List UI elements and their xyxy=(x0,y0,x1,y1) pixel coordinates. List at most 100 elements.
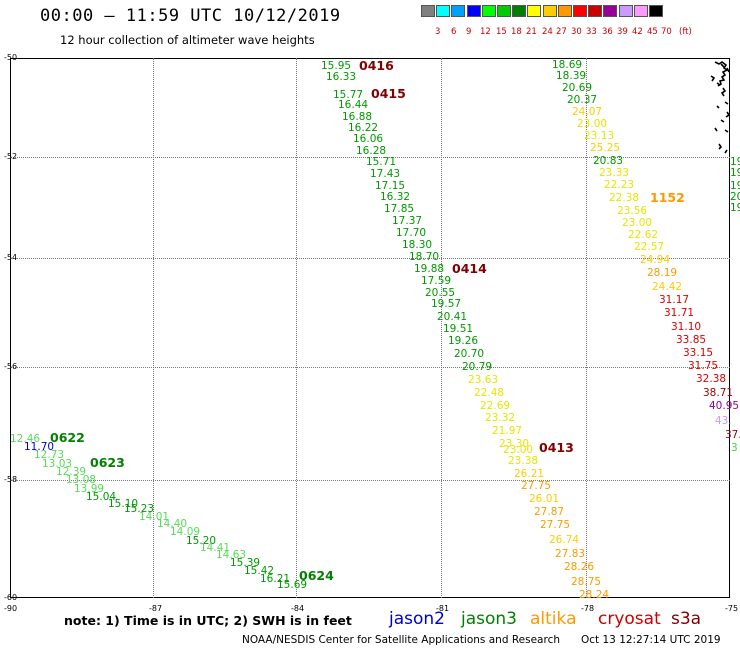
latitude-label: -58 xyxy=(4,475,18,484)
legend-swatch xyxy=(588,5,603,17)
swh-value: 26.74 xyxy=(549,534,580,546)
credit-timestamp: Oct 13 12:27:14 UTC 2019 xyxy=(581,634,721,646)
longitude-label: -87 xyxy=(149,604,163,613)
grid-line-vertical xyxy=(586,58,587,598)
swh-value: 17.15 xyxy=(375,180,406,192)
swh-value: 16.44 xyxy=(338,99,369,111)
swh-value: 16.33 xyxy=(326,71,357,83)
latitude-label: -60 xyxy=(4,593,18,602)
legend-tick: 42 xyxy=(632,27,643,37)
time-label: 1152 xyxy=(650,190,685,205)
legend-tick: 21 xyxy=(526,27,537,37)
swh-value: 23.00 xyxy=(577,118,608,130)
time-label: 0413 xyxy=(539,440,574,455)
swh-value: 31.71 xyxy=(664,307,695,319)
swh-value: 20.69 xyxy=(562,82,593,94)
grid-line-vertical xyxy=(441,58,442,598)
swh-value: 23.00 xyxy=(622,217,653,229)
swh-value: 11.70 xyxy=(24,441,55,453)
swh-value: 38.71 xyxy=(703,387,734,399)
swh-value: 19.51 xyxy=(443,323,474,335)
legend-tick: 30 xyxy=(571,27,582,37)
swh-value: 14.40 xyxy=(157,518,188,530)
swh-value: 12.46 xyxy=(10,433,41,445)
latitude-label: -50 xyxy=(4,53,18,62)
legend-swatch xyxy=(618,5,633,17)
swh-value: 17.85 xyxy=(384,203,415,215)
swh-value: 26.21 xyxy=(514,468,545,480)
swh-value: 17.37 xyxy=(392,215,423,227)
legend-swatch xyxy=(451,5,466,17)
swh-value: 40.95 xyxy=(709,400,740,412)
swh-value: 23.63 xyxy=(468,374,499,386)
grid-line-horizontal xyxy=(10,367,730,368)
swh-value: 14.09 xyxy=(170,526,201,538)
swh-value: 22.69 xyxy=(480,400,511,412)
swh-value: 28.19 xyxy=(647,267,678,279)
swh-value: 14.01 xyxy=(139,511,170,523)
swh-value: 3 xyxy=(731,442,738,454)
swh-value: 22.23 xyxy=(604,179,635,191)
swh-value: 13.03 xyxy=(42,458,73,470)
swh-value: 24.94 xyxy=(640,254,671,266)
swh-value: 16.28 xyxy=(356,145,387,157)
swh-value: 20.37 xyxy=(567,94,598,106)
legend-swatch xyxy=(573,5,587,17)
satellite-legend-item: altika xyxy=(530,609,577,629)
legend-tick: 12 xyxy=(480,27,491,37)
swh-value: 20.79 xyxy=(462,361,493,373)
swh-value: 27.75 xyxy=(540,519,571,531)
credit-line: NOAA/NESDIS Center for Satellite Applica… xyxy=(242,634,560,646)
swh-value: 17.70 xyxy=(396,227,427,239)
legend-swatch xyxy=(557,5,572,17)
swh-value: 15.23 xyxy=(124,503,155,515)
swh-value: 15.71 xyxy=(366,156,397,168)
latitude-label: -52 xyxy=(4,152,18,161)
swh-value: 33.15 xyxy=(683,347,714,359)
swh-value: 15.77 xyxy=(333,89,364,101)
swh-value: 16.21 xyxy=(260,573,291,585)
longitude-label: -90 xyxy=(4,604,18,613)
swh-value: 27.87 xyxy=(534,506,565,518)
longitude-label: -81 xyxy=(436,604,450,613)
legend-swatch xyxy=(481,5,496,17)
swh-value: 19 xyxy=(730,202,740,214)
time-label: 0416 xyxy=(359,58,394,73)
legend-tick: 6 xyxy=(451,27,457,37)
swh-value: 23.13 xyxy=(584,130,615,142)
swh-value: 23.32 xyxy=(485,412,516,424)
swh-value: 28.75 xyxy=(571,576,602,588)
swh-value: 16.32 xyxy=(380,191,411,203)
legend-swatch xyxy=(466,5,481,17)
longitude-label: -75 xyxy=(725,604,739,613)
time-label: 0623 xyxy=(90,455,125,470)
swh-value: 23.30 xyxy=(499,438,530,450)
swh-value: 22.48 xyxy=(474,387,505,399)
legend-swatch xyxy=(633,5,648,17)
legend-swatch xyxy=(421,5,435,17)
swh-value: 19 xyxy=(730,156,740,168)
swh-value: 16.22 xyxy=(348,122,379,134)
map-frame xyxy=(10,58,730,598)
swh-value: 24.07 xyxy=(572,106,603,118)
legend-tick: 18 xyxy=(511,27,522,37)
swh-value: 14.41 xyxy=(200,542,231,554)
time-label: 0414 xyxy=(452,261,487,276)
swh-value: 18.30 xyxy=(402,239,433,251)
swh-value: 23.38 xyxy=(508,455,539,467)
legend-tick: 24 xyxy=(542,27,553,37)
legend-swatch xyxy=(649,5,663,17)
swh-value: 43. xyxy=(715,415,732,427)
grid-line-vertical xyxy=(153,58,154,598)
swh-value: 23.00 xyxy=(503,444,534,456)
swh-value: 20.83 xyxy=(593,155,624,167)
swh-value: 22.38 xyxy=(609,192,640,204)
latitude-label: -56 xyxy=(4,362,18,371)
swh-value: 26.01 xyxy=(529,493,560,505)
time-label: 0624 xyxy=(299,568,334,583)
latitude-label: -54 xyxy=(4,253,18,262)
swh-value: 25.25 xyxy=(590,142,621,154)
legend-swatch xyxy=(603,5,618,17)
grid-line-vertical xyxy=(296,58,297,598)
legend-tick: 45 xyxy=(647,27,658,37)
